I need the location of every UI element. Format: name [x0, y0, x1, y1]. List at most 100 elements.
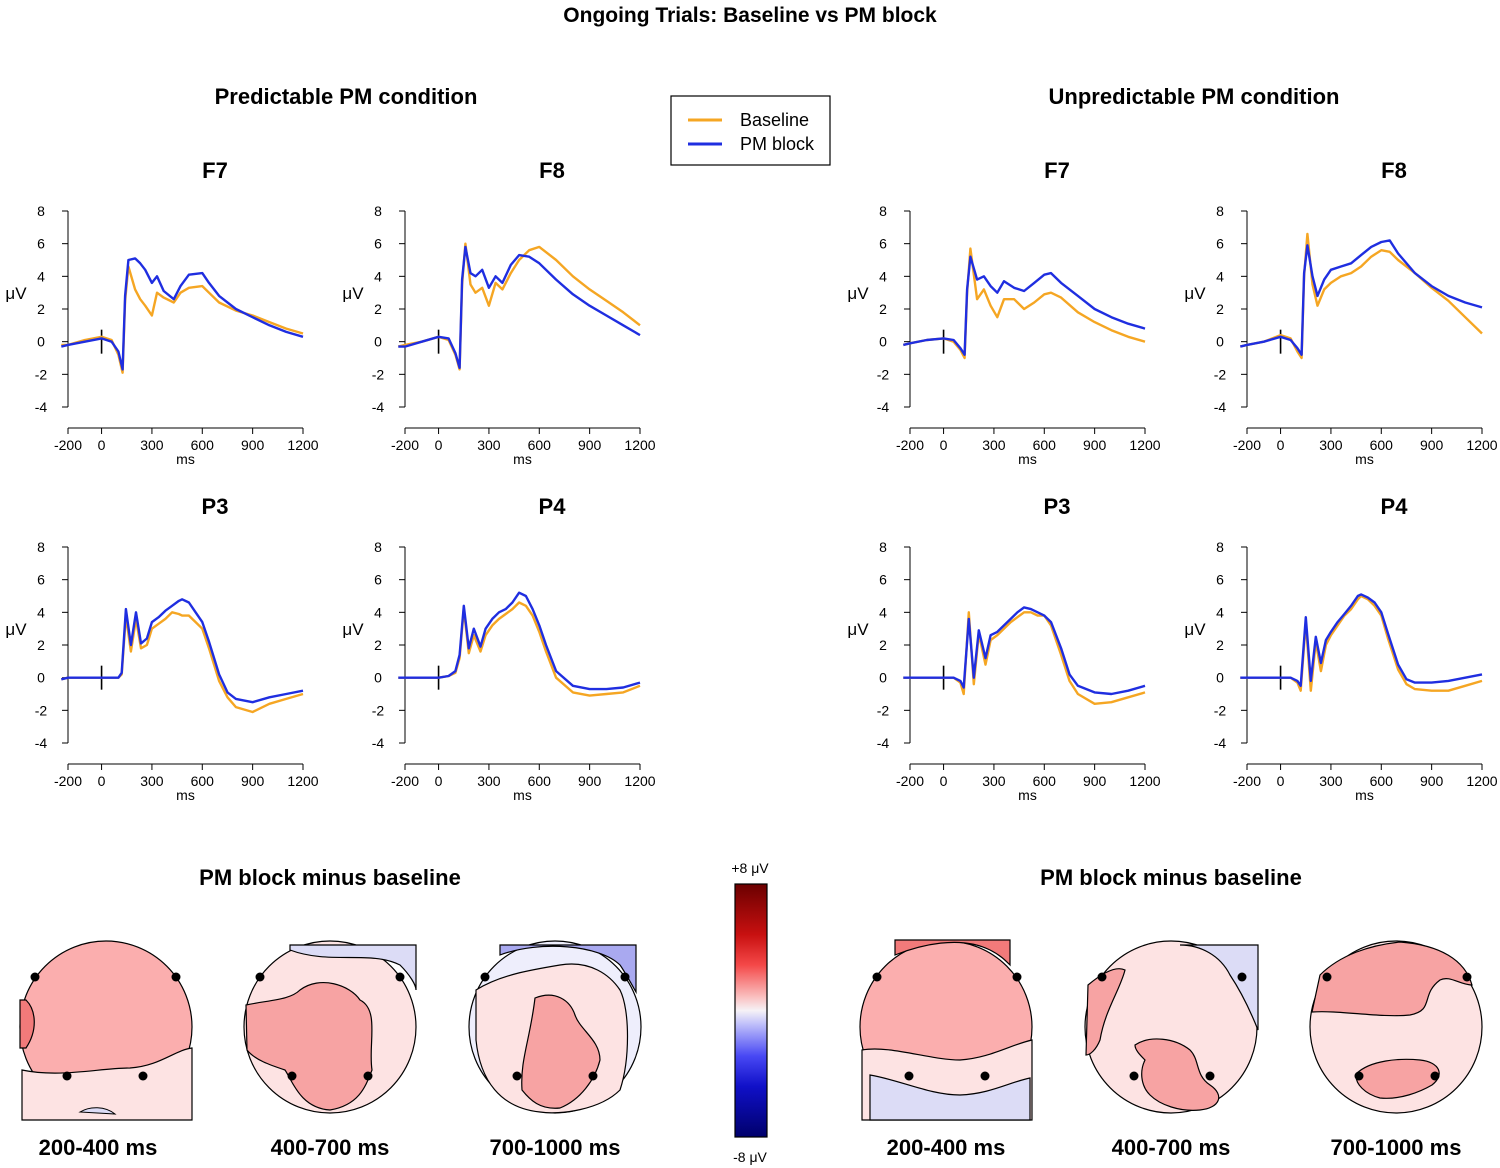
- series-line-baseline: [903, 247, 1146, 360]
- y-tick-label: 0: [1216, 334, 1224, 350]
- x-tick-label: 0: [435, 437, 443, 453]
- y-tick-label: 0: [37, 334, 45, 350]
- y-tick-label: -4: [1214, 735, 1227, 751]
- y-tick-label: 0: [879, 670, 887, 686]
- topomap-pred-400-700: 400-700 ms: [243, 940, 417, 1160]
- y-tick-label: 2: [37, 301, 45, 317]
- y-tick-label: 8: [1216, 539, 1224, 555]
- x-tick-label: 600: [528, 773, 552, 789]
- x-tick-label: 1200: [287, 437, 318, 453]
- panel-title: P3: [1044, 494, 1071, 519]
- map-title-predictable: PM block minus baseline: [199, 865, 461, 890]
- x-tick-label: 900: [1083, 437, 1107, 453]
- y-tick-label: 6: [37, 572, 45, 588]
- contour-region: [499, 944, 637, 995]
- y-tick-label: 8: [37, 203, 45, 219]
- series-line-baseline: [398, 242, 641, 371]
- y-tick-label: 8: [374, 539, 382, 555]
- series-line-baseline: [903, 611, 1146, 705]
- x-tick-label: -200: [54, 437, 82, 453]
- x-tick-label: 900: [1420, 437, 1444, 453]
- y-tick-label: 4: [374, 268, 382, 284]
- electrode-marker: [62, 1071, 72, 1081]
- legend-label-baseline: Baseline: [740, 110, 809, 130]
- y-tick-label: 2: [879, 637, 887, 653]
- erp-panel-p3-unpredictable: P3 8 6 4 2 0 -2 -4 μV -200 0 300 600 900 1200 ms: [847, 494, 1160, 803]
- y-tick-label: 2: [879, 301, 887, 317]
- x-tick-label: 600: [1370, 773, 1394, 789]
- y-tick-label: 2: [374, 637, 382, 653]
- legend: Baseline PM block: [670, 95, 831, 166]
- legend-box: [670, 95, 831, 166]
- y-tick-label: -4: [877, 735, 890, 751]
- y-tick-label: 6: [374, 572, 382, 588]
- topomap-pred-200-400: 200-400 ms: [19, 940, 193, 1160]
- x-tick-label: -200: [391, 773, 419, 789]
- contour-region: [289, 944, 417, 991]
- panel-title: P4: [539, 494, 567, 519]
- colorbar-scale: [734, 883, 768, 1138]
- y-tick-label: 6: [37, 236, 45, 252]
- x-axis-label: ms: [176, 787, 195, 803]
- y-tick-label: 0: [879, 334, 887, 350]
- erp-panel-f8-predictable: F8 8 6 4 2 0 -2 -4 μV -200 0 300 600 900 1200 ms: [342, 158, 655, 467]
- electrode-marker: [620, 972, 630, 982]
- x-tick-label: 0: [98, 773, 106, 789]
- electrode-marker: [1097, 972, 1107, 982]
- time-window-label: 400-700 ms: [271, 1135, 390, 1160]
- y-tick-label: -4: [877, 399, 890, 415]
- series-line-pm-block: [903, 255, 1146, 356]
- y-axis-label: μV: [1184, 620, 1206, 639]
- electrode-marker: [1237, 972, 1247, 982]
- erp-panel-p3-predictable: P3 8 6 4 2 0 -2 -4 μV -200 0 300 600 900 1200 ms: [5, 494, 318, 803]
- x-axis-label: ms: [1018, 787, 1037, 803]
- contour-region: [21, 1047, 193, 1121]
- y-tick-label: -2: [1214, 702, 1227, 718]
- series-line-baseline: [1240, 232, 1483, 360]
- time-window-label: 200-400 ms: [39, 1135, 158, 1160]
- y-tick-label: 4: [1216, 268, 1224, 284]
- legend-label-pm-block: PM block: [740, 134, 815, 154]
- contour-region: [1311, 941, 1473, 1017]
- y-tick-label: 8: [1216, 203, 1224, 219]
- contour-region: [869, 1074, 1031, 1121]
- x-tick-label: 600: [191, 773, 215, 789]
- x-tick-label: 900: [578, 773, 602, 789]
- series-line-pm-block: [1240, 239, 1483, 356]
- x-tick-label: 900: [241, 773, 265, 789]
- y-axis-label: μV: [5, 284, 27, 303]
- y-tick-label: 4: [879, 268, 887, 284]
- map-title-unpredictable: PM block minus baseline: [1040, 865, 1302, 890]
- contour-region: [521, 994, 601, 1109]
- y-tick-label: -2: [35, 702, 48, 718]
- electrode-marker: [287, 1071, 297, 1081]
- x-tick-label: 1200: [287, 773, 318, 789]
- electrode-marker: [1322, 972, 1332, 982]
- erp-panel-p4-unpredictable: P4 8 6 4 2 0 -2 -4 μV -200 0 300 600 900 1200 ms: [1184, 494, 1497, 803]
- y-tick-label: -4: [35, 399, 48, 415]
- electrode-marker: [30, 972, 40, 982]
- x-axis-label: ms: [1355, 451, 1374, 467]
- x-axis-label: ms: [1355, 787, 1374, 803]
- x-tick-label: 300: [982, 773, 1006, 789]
- series-line-pm-block: [903, 606, 1146, 696]
- x-tick-label: 1200: [1466, 773, 1497, 789]
- panel-title: P4: [1381, 494, 1409, 519]
- x-tick-label: 900: [578, 437, 602, 453]
- y-tick-label: 6: [1216, 236, 1224, 252]
- erp-panel-f8-unpredictable: F8 8 6 4 2 0 -2 -4 μV -200 0 300 600 900 1200 ms: [1184, 158, 1497, 467]
- contour-region: [1085, 968, 1126, 1056]
- electrode-marker: [1205, 1071, 1215, 1081]
- y-tick-label: 0: [374, 334, 382, 350]
- x-tick-label: 1200: [1466, 437, 1497, 453]
- x-tick-label: 1200: [624, 773, 655, 789]
- y-axis-label: μV: [342, 284, 364, 303]
- colorbar: +8 μV -8 μV: [731, 860, 769, 1165]
- y-tick-label: -4: [372, 735, 385, 751]
- contour-region: [894, 939, 1011, 967]
- x-tick-label: 600: [191, 437, 215, 453]
- x-tick-label: -200: [1233, 773, 1261, 789]
- y-tick-label: 0: [37, 670, 45, 686]
